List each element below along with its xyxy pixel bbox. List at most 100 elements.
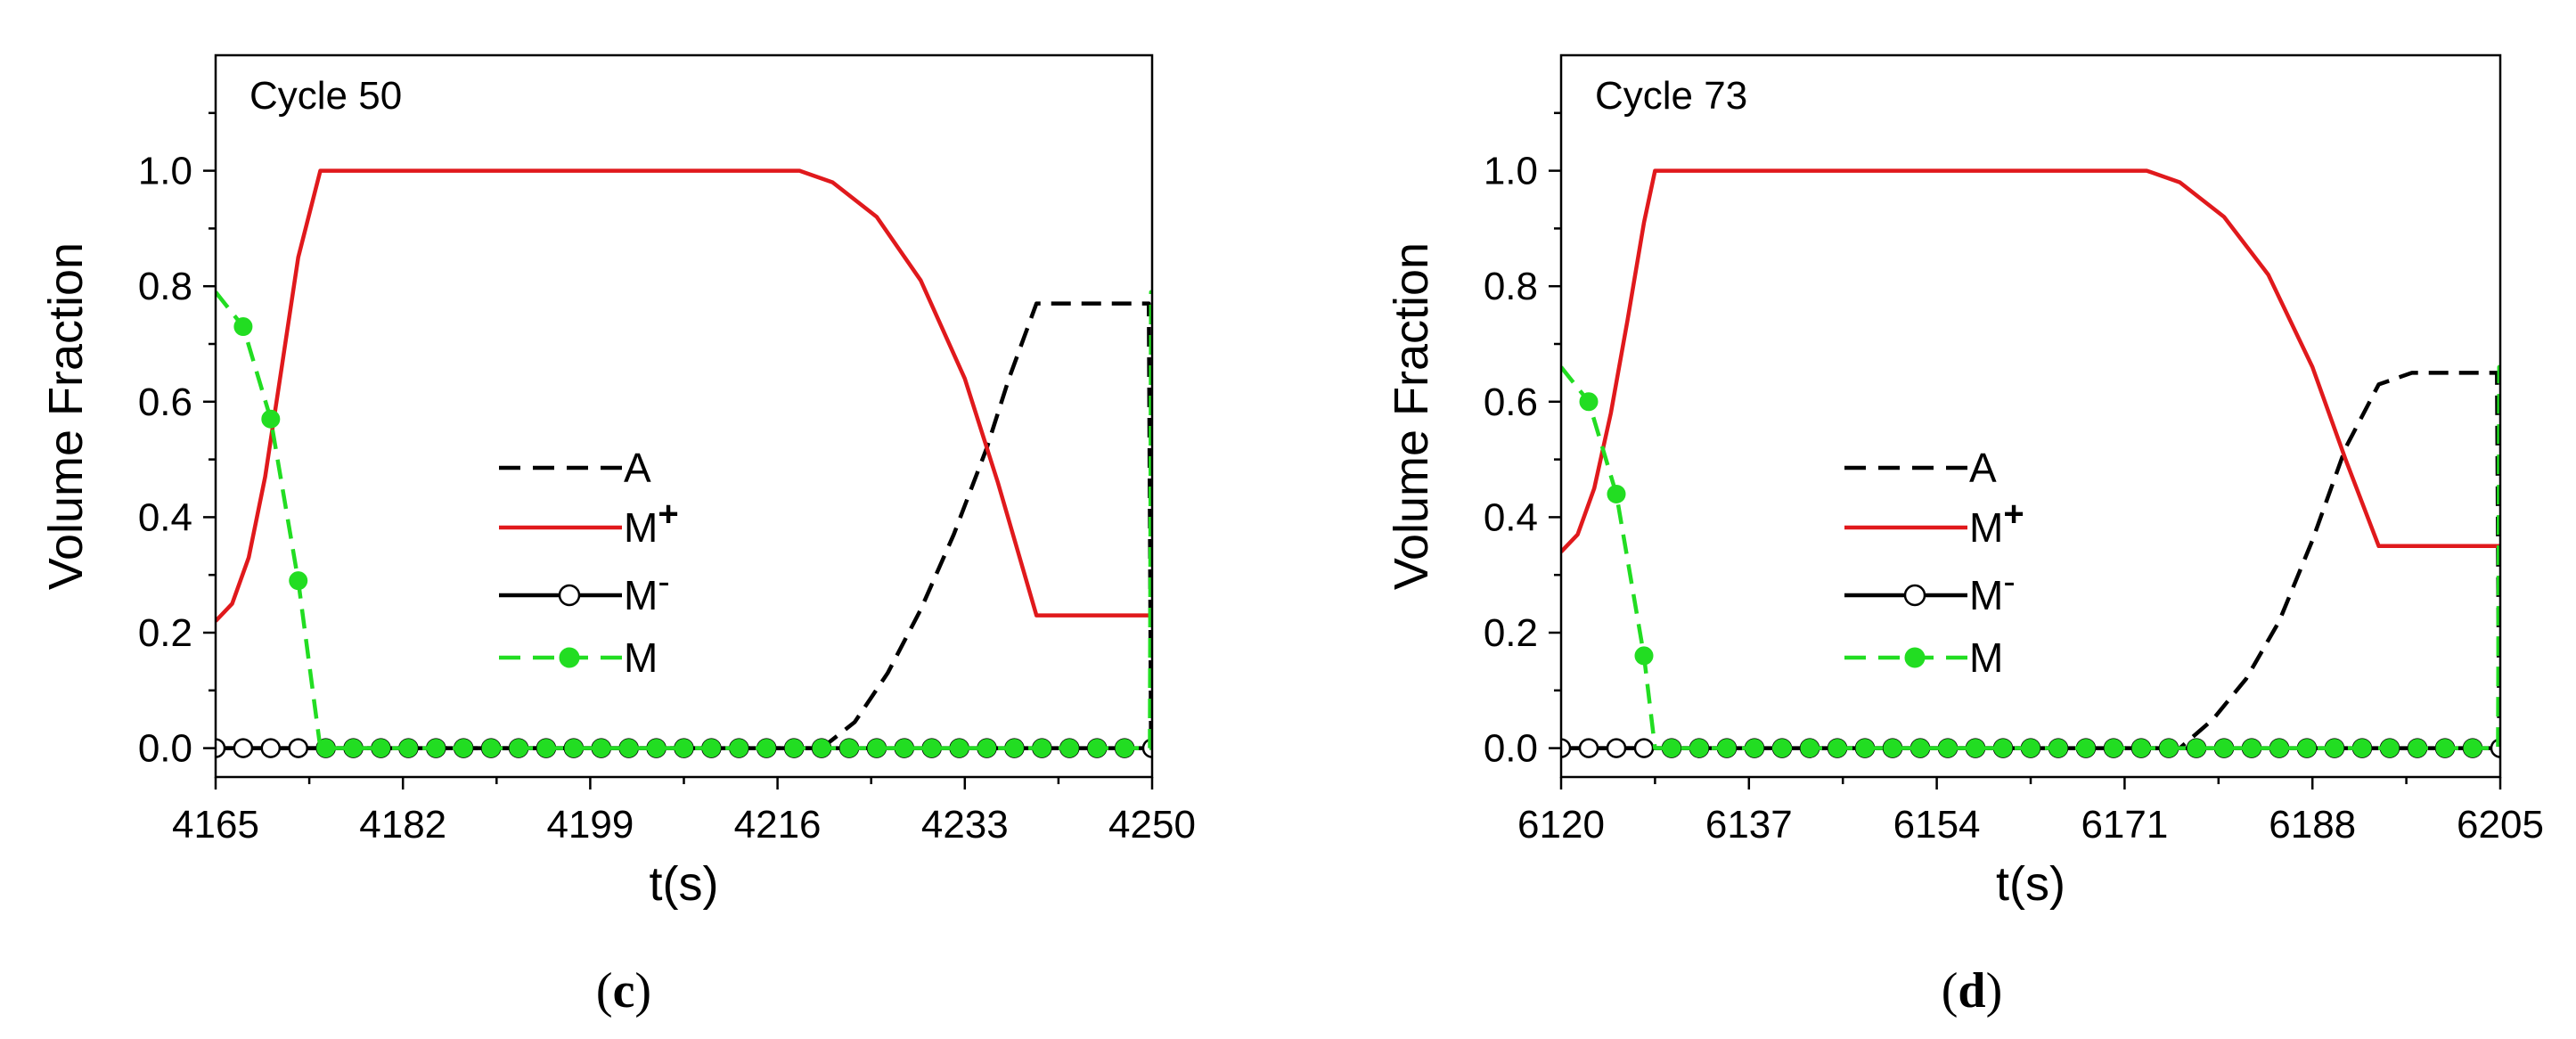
series-marker [261,409,281,429]
series-marker [592,739,611,758]
series-marker [1772,739,1792,758]
chart-panel-c: 4165 4182 4199 4216 4233 4250 0.0 0.2 0.4 0.6 0.8 1… [39,53,1196,1019]
series-marker [619,739,639,758]
legend-label: A [1969,445,1997,491]
series-marker [344,739,364,758]
series-marker [398,739,418,758]
legend-label: M [1969,634,2003,681]
series-marker [1662,739,1681,758]
series-marker [2076,739,2096,758]
y-tick-label: 0.8 [138,265,192,308]
y-tick-label: 0.4 [138,495,192,539]
x-tick-label: 4165 [172,803,259,847]
chart-panel-d: 6120 6137 6154 6171 6188 6205 0.0 0.2 0.4 0.6 0.8 1… [1385,53,2544,1019]
legend-label-name: M [624,634,658,681]
x-tick-label: 4182 [359,803,446,847]
series-marker [647,739,666,758]
series-marker [1717,739,1737,758]
panel-label-close: ) [1986,963,2003,1019]
series-marker [1634,646,1654,666]
series-marker [260,738,282,758]
legend: AM+M-M [499,445,679,681]
y-tick-label: 0.6 [1484,380,1538,424]
x-axis-title: t(s) [1996,857,2065,911]
x-axis-title: t(s) [650,857,719,911]
series-line-1 [1561,371,2500,750]
legend-label-name: M [1969,504,2003,551]
series-marker [729,739,748,758]
series-marker [1004,739,1024,758]
x-tick-label: 4199 [546,803,634,847]
legend-label-superscript: - [2003,562,2015,601]
series-marker [756,739,776,758]
series-marker [288,738,308,758]
cycle-annotation: Cycle 73 [1595,74,1747,118]
legend-label-name: A [1969,445,1997,491]
series-marker [895,739,914,758]
series-marker [2408,739,2427,758]
y-tick-label: 0.2 [1484,611,1538,655]
series-marker [481,739,501,758]
series-marker [1087,739,1107,758]
series-marker [701,739,721,758]
cycle-annotation: Cycle 50 [249,74,402,118]
plot-area [216,168,1152,758]
series-marker [1855,739,1875,758]
x-tick-label: 6120 [1517,803,1605,847]
series-marker [1800,739,1820,758]
series-marker [1745,739,1764,758]
series-marker [1059,739,1079,758]
series-line-1 [216,301,1152,750]
series-marker [1115,739,1134,758]
series-marker [2159,739,2179,758]
legend-label-superscript: - [658,562,669,601]
y-tick-label: 0.2 [138,611,192,655]
plot-area [1561,168,2500,758]
series-marker [2131,739,2151,758]
series-marker [2269,739,2289,758]
legend-marker [558,584,581,607]
series-marker [977,739,997,758]
series-marker [812,739,831,758]
y-tick-label: 1.0 [1484,150,1538,193]
series-marker [675,739,693,758]
legend-label: M [624,634,658,681]
legend-label-name: M [624,572,658,618]
series-marker [2463,739,2482,758]
series-marker [1561,738,1572,758]
panel-label-close: ) [634,963,651,1019]
series-marker [2049,739,2068,758]
series-marker [1578,738,1599,758]
y-tick-label: 0.6 [138,380,192,424]
series-marker [2187,739,2206,758]
x-tick-label: 4233 [921,803,1009,847]
series-marker [2242,739,2261,758]
series-marker [1883,739,1902,758]
y-axis-title: Volume Fraction [1385,242,1438,590]
legend: AM+M-M [1844,445,2024,681]
y-tick-label: 0.0 [138,727,192,771]
series-marker [922,739,942,758]
legend-label-name: A [624,445,651,491]
panel-label: (d) [1942,963,2002,1019]
series-line-2 [216,168,1152,623]
legend-label-superscript: + [658,495,678,534]
series-marker [2352,739,2372,758]
panel-label: (c) [596,963,651,1019]
series-marker [233,317,253,337]
legend-label-name: M [624,504,658,551]
x-tick-label: 6171 [2081,803,2168,847]
x-tick-label: 4216 [734,803,822,847]
legend-marker [1903,584,1926,607]
series-marker [1606,738,1627,758]
legend-label: M+ [1969,495,2024,551]
y-axis-title: Volume Fraction [39,242,93,590]
legend-label-name: M [1969,572,2003,618]
series-marker [2435,739,2455,758]
series-marker [1689,739,1709,758]
series-line-2 [1561,168,2500,553]
series-marker [1993,739,2013,758]
panel-label-letter: d [1958,963,1985,1019]
series-line-4 [216,290,1152,750]
